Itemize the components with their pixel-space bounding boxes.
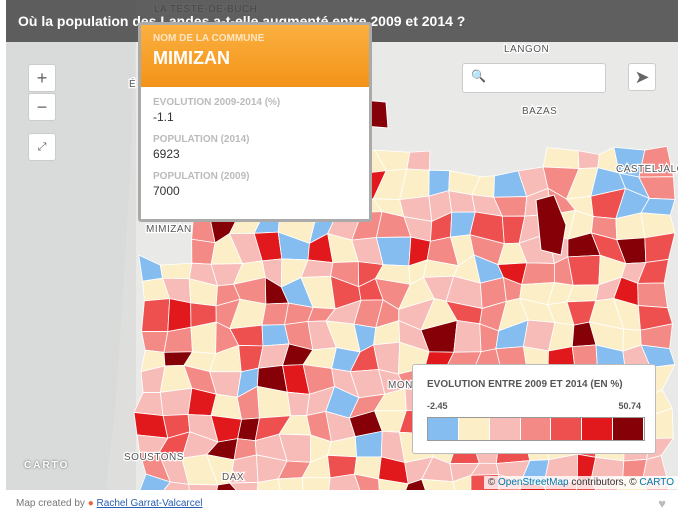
legend-swatch	[613, 418, 645, 440]
attribution: © OpenStreetMap contributors, © CARTO	[483, 476, 678, 489]
commune[interactable]	[256, 478, 282, 490]
commune[interactable]	[190, 321, 217, 355]
commune[interactable]	[644, 232, 676, 263]
commune[interactable]	[228, 481, 259, 490]
legend-max: 50.74	[618, 401, 641, 411]
author-link[interactable]: Rachel Garrat-Valcarcel	[96, 498, 203, 509]
commune[interactable]	[133, 473, 172, 490]
commune[interactable]	[133, 411, 169, 439]
commune[interactable]	[188, 483, 219, 490]
legend-swatch	[582, 418, 614, 440]
osm-link[interactable]: OpenStreetMap	[498, 477, 569, 488]
footer: Map created by ● Rachel Garrat-Valcarcel…	[16, 496, 666, 511]
footer-prefix: Map created by	[16, 498, 85, 509]
commune[interactable]	[406, 150, 431, 171]
popup-field-label: EVOLUTION 2009-2014 (%)	[153, 97, 281, 108]
popup-field-label: POPULATION (2014)	[153, 134, 250, 145]
commune[interactable]	[133, 392, 164, 417]
place-label: MIMIZAN	[146, 224, 192, 235]
place-label: CASTELJALO	[616, 164, 678, 175]
legend-swatch	[428, 418, 459, 440]
commune[interactable]	[141, 298, 171, 332]
popup-field-value: 6923	[153, 147, 180, 161]
commune[interactable]	[261, 302, 290, 326]
attribution-text: contributors, ©	[571, 477, 637, 488]
place-label: SOUSTONS	[124, 452, 184, 463]
legend-swatch	[551, 418, 583, 440]
search-box[interactable]: 🔍	[462, 63, 606, 93]
commune[interactable]	[399, 478, 431, 490]
carto-logo: CARTO	[24, 460, 70, 471]
place-label: BAZAS	[522, 106, 557, 117]
place-label: MON	[388, 380, 413, 391]
commune[interactable]	[637, 282, 669, 309]
popup: NOM DE LA COMMUNE MIMIZAN EVOLUTION 2009-…	[138, 22, 372, 222]
commune[interactable]	[159, 387, 193, 417]
map[interactable]: LA TESTE-DE-BUCHLANGONBAZASCASTELJALOMIM…	[6, 0, 678, 490]
legend: EVOLUTION ENTRE 2009 ET 2014 (EN %) -2.4…	[412, 364, 656, 454]
popup-field-label: POPULATION (2009)	[153, 171, 250, 182]
legend-min: -2.45	[427, 401, 448, 411]
commune[interactable]	[327, 473, 362, 490]
commune[interactable]	[277, 477, 304, 490]
commune[interactable]	[535, 194, 567, 256]
place-label: LANGON	[504, 44, 549, 55]
commune[interactable]	[286, 391, 311, 417]
place-label: DAX	[222, 472, 244, 483]
zoom-in[interactable]: +	[28, 64, 56, 92]
popup-name: MIMIZAN	[153, 48, 230, 68]
locate[interactable]: ➤	[628, 63, 656, 91]
legend-swatch	[458, 418, 490, 440]
zoom-out[interactable]: −	[28, 93, 56, 121]
attribution-text: ©	[487, 477, 496, 488]
legend-title: EVOLUTION ENTRE 2009 ET 2014 (EN %)	[427, 379, 623, 390]
sea-coast	[6, 0, 136, 490]
popup-field-value: -1.1	[153, 110, 174, 124]
legend-swatch	[489, 418, 521, 440]
commune[interactable]	[542, 147, 580, 170]
place-label: É	[129, 77, 136, 90]
commune[interactable]	[301, 477, 331, 490]
commune[interactable]	[567, 254, 601, 286]
commune[interactable]	[158, 481, 191, 490]
carto-link[interactable]: CARTO	[639, 477, 674, 488]
commune[interactable]	[453, 320, 482, 353]
commune[interactable]	[622, 458, 648, 479]
popup-field-value: 7000	[153, 184, 180, 198]
commune[interactable]	[378, 478, 409, 490]
legend-swatch	[520, 418, 552, 440]
commune[interactable]	[421, 478, 458, 490]
popup-name-label: NOM DE LA COMMUNE	[153, 33, 265, 44]
commune[interactable]	[353, 473, 380, 490]
fullscreen[interactable]: ⤢	[28, 133, 56, 161]
commune[interactable]	[521, 262, 555, 286]
commune[interactable]	[141, 331, 169, 353]
commune[interactable]	[452, 474, 472, 490]
commune[interactable]	[159, 262, 193, 280]
commune[interactable]	[167, 298, 192, 333]
commune[interactable]	[138, 254, 163, 282]
legend-ramp	[427, 417, 645, 441]
commune[interactable]	[577, 150, 600, 170]
